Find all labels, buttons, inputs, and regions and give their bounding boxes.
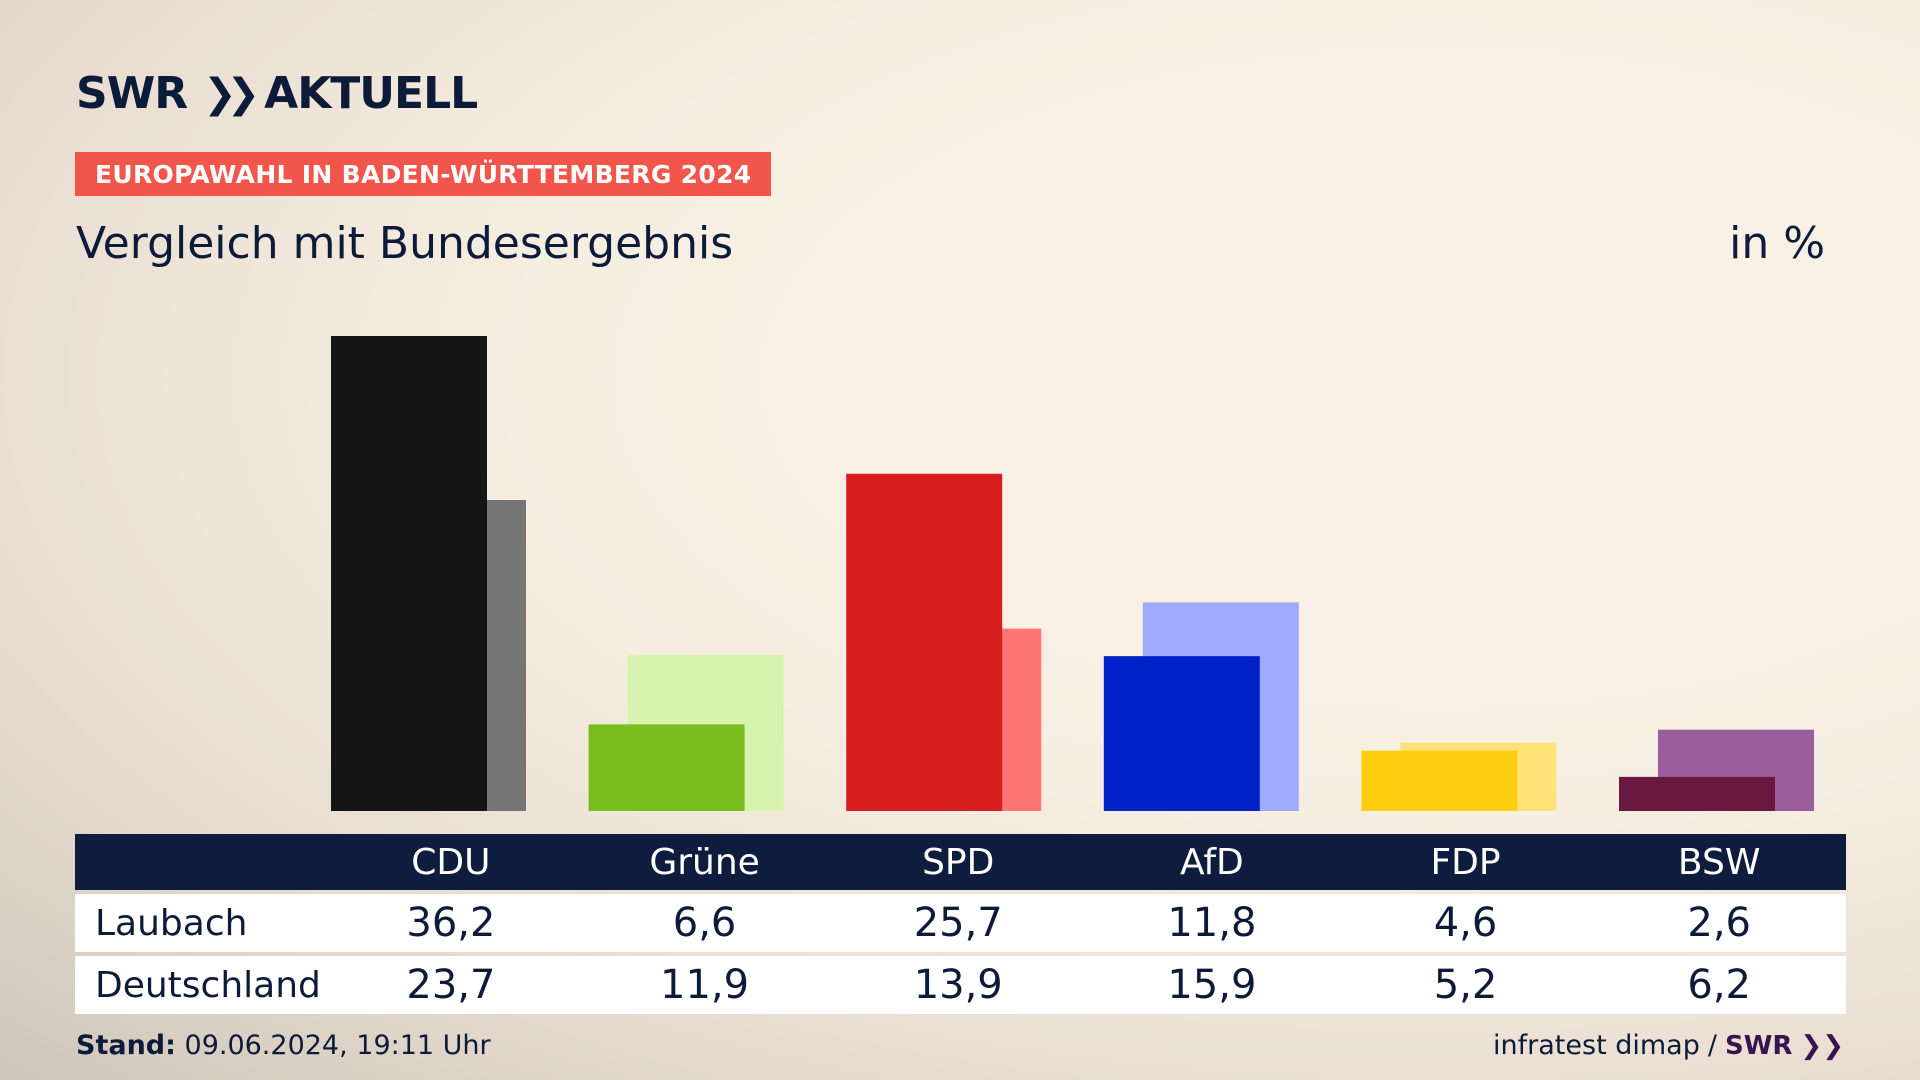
swr-aktuell-logo: SWR ❯❯ AKTUELL [76, 68, 478, 119]
row-label: Laubach [95, 902, 248, 944]
source-name: infratest dimap [1493, 1030, 1700, 1061]
table-row-deutschland: Deutschland 23,7 11,9 13,9 15,9 5,2 6,2 [75, 956, 1846, 1014]
source-credit: infratest dimap / SWR ❯❯ [1493, 1030, 1844, 1061]
bar-laubach-afd [1103, 656, 1260, 811]
unit-label: in % [1729, 218, 1825, 269]
results-table: CDU Grüne SPD AfD FDP BSW Laubach 36,2 6… [75, 834, 1846, 1014]
table-row-laubach: Laubach 36,2 6,6 25,7 11,8 4,6 2,6 [75, 894, 1846, 952]
logo-swr-text: SWR [76, 68, 188, 119]
chart-headline: Vergleich mit Bundesergebnis [76, 218, 734, 269]
source-separator: / [1707, 1030, 1717, 1061]
bar-laubach-fdp [1361, 750, 1518, 811]
row-label: Deutschland [95, 964, 321, 1006]
table-cell: 4,6 [1433, 900, 1498, 946]
header-party-cdu: CDU [411, 841, 491, 883]
table-cell: 15,9 [1167, 962, 1257, 1008]
table-header: CDU Grüne SPD AfD FDP BSW [75, 834, 1846, 890]
table-cell: 13,9 [913, 962, 1003, 1008]
double-chevron-icon: ❯❯ [1800, 1030, 1844, 1061]
header-party-fdp: FDP [1430, 841, 1501, 883]
topic-kicker: EUROPAWAHL IN BADEN-WÜRTTEMBERG 2024 [75, 152, 772, 196]
header-party-afd: AfD [1180, 841, 1244, 883]
table-cell: 11,8 [1167, 900, 1257, 946]
bar-laubach-cdu [331, 336, 487, 811]
bar-chart [331, 336, 1814, 811]
header-party-spd: SPD [922, 841, 995, 883]
table-cell: 23,7 [406, 962, 496, 1008]
table-cell: 6,6 [672, 900, 737, 946]
table-cell: 36,2 [406, 900, 496, 946]
source-brand: SWR [1724, 1030, 1793, 1061]
stand-value: 09.06.2024, 19:11 Uhr [184, 1030, 491, 1061]
table-cell: 25,7 [913, 900, 1003, 946]
bar-laubach-spd [846, 473, 1003, 811]
timestamp: Stand: 09.06.2024, 19:11 Uhr [76, 1030, 491, 1061]
bar-laubach-bsw [1619, 776, 1775, 811]
table-cell: 11,9 [660, 962, 750, 1008]
bar-laubach-gruene [588, 724, 745, 811]
header-party-gruene: Grüne [649, 841, 760, 883]
logo-product-text: AKTUELL [264, 68, 478, 119]
table-cell: 5,2 [1433, 962, 1498, 1008]
header-party-bsw: BSW [1677, 841, 1761, 883]
table-cell: 6,2 [1687, 962, 1751, 1008]
table-cell: 2,6 [1687, 900, 1751, 946]
stand-label: Stand: [76, 1030, 176, 1061]
